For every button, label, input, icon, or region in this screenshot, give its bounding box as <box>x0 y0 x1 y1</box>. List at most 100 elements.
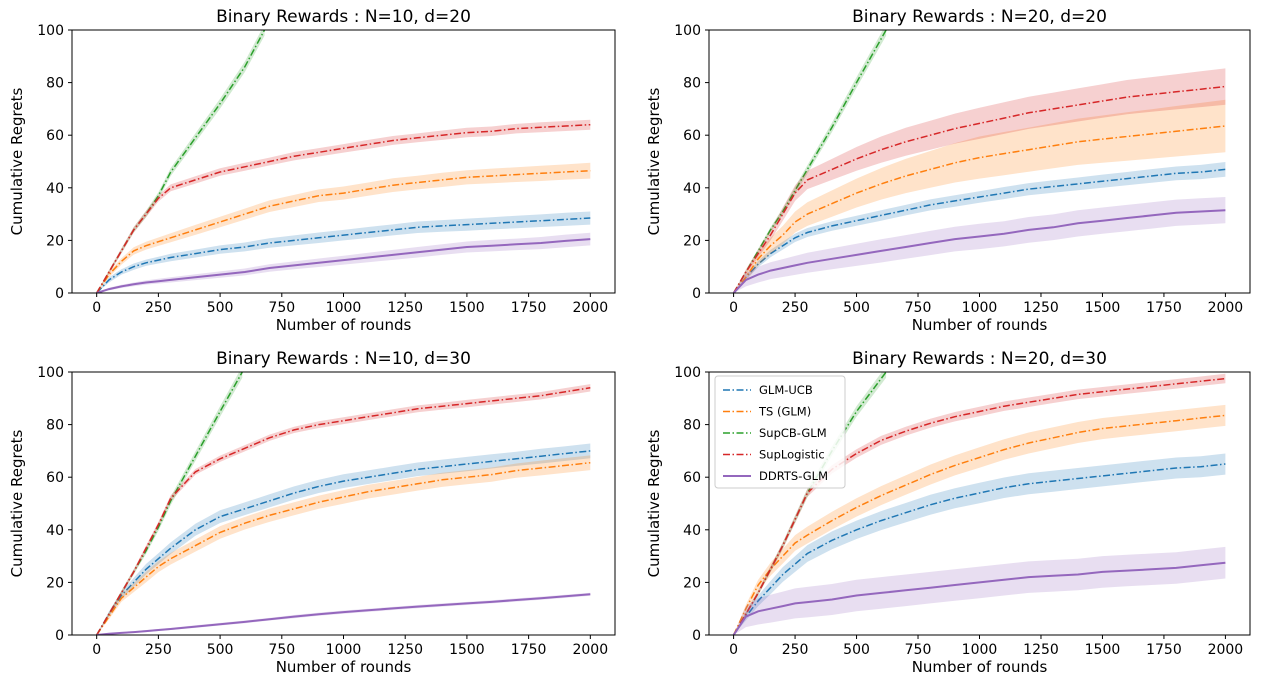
x-tick-label: 1250 <box>387 642 423 658</box>
series-line-ddrts-glm <box>732 561 1226 635</box>
x-tick-label: 500 <box>207 300 234 316</box>
series-line-ts-glm <box>732 414 1226 635</box>
y-tick-label: 20 <box>683 575 701 591</box>
y-tick-label: 20 <box>46 233 64 249</box>
x-tick-label: 500 <box>843 300 870 316</box>
x-tick-label: 1500 <box>449 642 485 658</box>
y-tick-label: 100 <box>674 365 701 381</box>
band-ddrts-glm <box>733 546 1226 635</box>
series-line-suplogistic <box>732 377 1226 635</box>
y-tick-label: 40 <box>46 181 64 197</box>
legend-entry: GLM-UCB <box>759 383 813 397</box>
band-ts-glm <box>733 99 1226 293</box>
series-line-glm-ucb <box>732 463 1226 635</box>
chart-title: Binary Rewards : N=10, d=30 <box>216 349 471 369</box>
series-line-ts-glm <box>96 169 591 293</box>
y-tick-label: 80 <box>683 76 701 92</box>
y-tick-label: 0 <box>692 628 701 644</box>
x-tick-label: 750 <box>905 300 932 316</box>
plot-area <box>732 30 1226 293</box>
series-line-supcb-glm <box>732 30 887 293</box>
series-line-glm-ucb <box>733 168 1226 293</box>
chart-panel-4: 0 250 500 750 1000 1250 1500 1750 2000 0 20 40 60 80 1… <box>645 349 1251 676</box>
x-tick-label: 1250 <box>387 300 423 316</box>
y-axis-label: Cumulative Regrets <box>8 88 26 236</box>
y-tick-label: 60 <box>683 470 701 486</box>
x-axis-label: Number of rounds <box>912 658 1048 676</box>
x-tick-label: 1750 <box>1146 300 1182 316</box>
y-tick-label: 80 <box>683 418 701 434</box>
chart-title: Binary Rewards : N=10, d=20 <box>216 7 471 27</box>
chart-panel-1: 0 250 500 750 1000 1250 1500 1750 2000 0 20 40 60 80 1… <box>8 7 616 334</box>
band-glm-ucb <box>96 211 591 293</box>
x-tick-label: 0 <box>92 642 101 658</box>
x-axis-label: Number of rounds <box>912 316 1048 334</box>
band-glm-ucb <box>733 453 1226 635</box>
x-tick-label: 0 <box>92 300 101 316</box>
series-line-ts-glm <box>733 125 1226 293</box>
x-tick-label: 2000 <box>1208 642 1244 658</box>
x-tick-label: 1750 <box>511 642 547 658</box>
legend: GLM-UCB TS (GLM) SupCB-GLM SupLogistic DDRTS… <box>714 375 846 489</box>
y-axis-label: Cumulative Regrets <box>8 430 26 578</box>
x-tick-label: 1250 <box>1023 642 1059 658</box>
x-tick-label: 500 <box>207 642 234 658</box>
series-line-ddrts-glm <box>732 209 1226 293</box>
legend-entry: DDRTS-GLM <box>759 469 828 483</box>
series-line-suplogistic <box>96 123 591 293</box>
x-tick-label: 2000 <box>1208 300 1244 316</box>
x-tick-label: 1750 <box>1146 642 1182 658</box>
x-tick-label: 750 <box>905 642 932 658</box>
y-tick-label: 0 <box>55 286 64 302</box>
plot-area <box>96 372 591 635</box>
y-tick-label: 100 <box>37 23 64 39</box>
series-line-suplogistic <box>96 387 591 635</box>
x-tick-label: 1500 <box>1085 642 1121 658</box>
chart-panel-2: 0 250 500 750 1000 1250 1500 1750 2000 0 20 40 60 80 1… <box>645 7 1251 334</box>
x-tick-label: 250 <box>145 300 172 316</box>
y-tick-label: 20 <box>46 575 64 591</box>
x-tick-label: 250 <box>782 642 809 658</box>
x-tick-label: 1250 <box>1023 300 1059 316</box>
x-tick-label: 1500 <box>449 300 485 316</box>
y-tick-label: 40 <box>46 523 64 539</box>
band-suplogistic <box>733 68 1226 293</box>
y-tick-label: 80 <box>46 418 64 434</box>
band-suplogistic <box>96 384 591 635</box>
y-tick-label: 40 <box>683 181 701 197</box>
x-tick-label: 0 <box>729 642 738 658</box>
y-tick-label: 60 <box>46 128 64 144</box>
axes-frame <box>71 29 616 294</box>
legend-box <box>714 375 846 489</box>
chart-panel-3: 0 250 500 750 1000 1250 1500 1750 2000 0 20 40 60 80 1… <box>8 349 616 676</box>
chart-title: Binary Rewards : N=20, d=20 <box>852 7 1107 27</box>
band-suplogistic <box>96 119 591 293</box>
series-line-ts-glm <box>96 461 591 635</box>
y-tick-label: 40 <box>683 523 701 539</box>
y-tick-label: 100 <box>674 23 701 39</box>
plot-area <box>732 372 1226 635</box>
series-line-glm-ucb <box>96 217 591 293</box>
y-tick-label: 0 <box>692 286 701 302</box>
x-tick-label: 1000 <box>962 642 998 658</box>
band-glm-ucb <box>733 162 1226 293</box>
series-line-ddrts-glm <box>96 593 591 635</box>
x-tick-label: 250 <box>145 642 172 658</box>
x-tick-label: 1000 <box>326 642 362 658</box>
y-axis-label: Cumulative Regrets <box>645 88 663 236</box>
y-axis-label: Cumulative Regrets <box>645 430 663 578</box>
series-line-ddrts-glm <box>96 238 591 293</box>
plot-area <box>96 30 591 293</box>
band-supcb-glm <box>96 30 265 293</box>
x-tick-label: 1000 <box>326 300 362 316</box>
x-tick-label: 2000 <box>572 300 608 316</box>
x-axis-label: Number of rounds <box>276 658 412 676</box>
legend-entry: SupCB-GLM <box>759 426 827 440</box>
y-tick-label: 20 <box>683 233 701 249</box>
band-supcb-glm <box>733 372 887 635</box>
legend-entry: TS (GLM) <box>758 405 811 419</box>
y-tick-label: 60 <box>683 128 701 144</box>
x-tick-label: 1750 <box>511 300 547 316</box>
x-tick-label: 0 <box>729 300 738 316</box>
